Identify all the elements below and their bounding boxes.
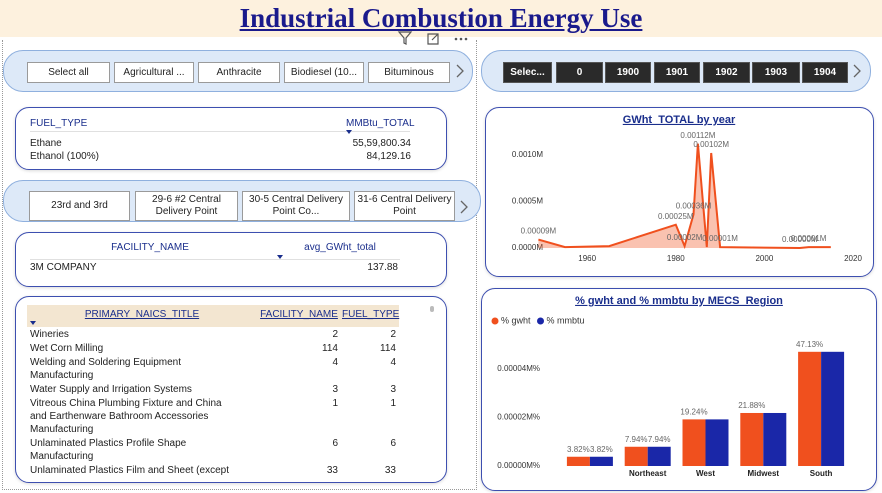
title-bar bbox=[0, 0, 882, 37]
cell: 4 bbox=[390, 357, 396, 368]
cell: 3M COMPANY bbox=[30, 262, 97, 273]
slicer-button[interactable]: 30-5 Central Delivery Point Co... bbox=[242, 191, 350, 221]
cell: 6 bbox=[390, 438, 396, 449]
cell: Welding and Soldering Equipment Manufact… bbox=[30, 357, 182, 381]
cell: Unlaminated Plastics Film and Sheet (exc… bbox=[30, 465, 229, 475]
slicer-button[interactable]: Biodiesel (10... bbox=[284, 62, 364, 83]
cell: 3 bbox=[332, 384, 338, 395]
scroll-right[interactable] bbox=[852, 63, 862, 79]
column-header: FUEL_TYPE bbox=[342, 309, 400, 320]
bar-chart-panel bbox=[481, 288, 877, 491]
column-header: FACILITY_NAME bbox=[260, 309, 338, 320]
slicer-button[interactable]: 29-6 #2 Central Delivery Point bbox=[135, 191, 238, 221]
slicer-button[interactable]: 1903 bbox=[752, 62, 800, 83]
cell: Water Supply and Irrigation Systems bbox=[30, 384, 192, 395]
slicer-button[interactable]: Select all bbox=[27, 62, 110, 83]
table-body: Wineries 2 2 Wet Corn Milling 114 114 Welding … bbox=[28, 328, 400, 475]
slicer-button[interactable]: 1900 bbox=[605, 62, 651, 83]
slicer-button[interactable]: 0 bbox=[556, 62, 603, 83]
cell: Wet Corn Milling bbox=[30, 343, 104, 354]
cell: 55,59,800.34 bbox=[352, 138, 411, 149]
sort-indicator bbox=[30, 321, 36, 325]
slicer-button[interactable]: Anthracite bbox=[198, 62, 280, 83]
cell: 6 bbox=[332, 438, 338, 449]
cell: 2 bbox=[390, 329, 396, 340]
header-line bbox=[30, 259, 400, 260]
column-header: FACILITY_NAME bbox=[111, 242, 189, 253]
cell: Ethanol (100%) bbox=[30, 151, 99, 162]
fuel-table bbox=[15, 107, 447, 170]
slicer-button[interactable]: Selec... bbox=[503, 62, 552, 83]
slicer-button[interactable]: 23rd and 3rd bbox=[29, 191, 130, 221]
slicer-button[interactable]: Bituminous bbox=[368, 62, 450, 83]
cell: 1 bbox=[390, 398, 396, 409]
cell: 137.88 bbox=[367, 262, 398, 273]
column-header: PRIMARY_NAICS_TITLE bbox=[84, 309, 200, 320]
page-frame bbox=[2, 40, 477, 490]
line-chart-panel bbox=[485, 107, 874, 277]
cell: 33 bbox=[384, 465, 396, 475]
slicer-button[interactable]: 31-6 Central Delivery Point bbox=[354, 191, 455, 221]
cell: 84,129.16 bbox=[366, 151, 412, 162]
cell: 3 bbox=[390, 384, 396, 395]
cell: 2 bbox=[332, 329, 338, 340]
cell: Vitreous China Plumbing Fixture and Chin… bbox=[30, 398, 222, 435]
scroll-right[interactable] bbox=[459, 199, 469, 215]
scrollbar-thumb[interactable] bbox=[430, 306, 434, 312]
cell: 114 bbox=[380, 343, 396, 354]
focus-icon[interactable] bbox=[427, 33, 439, 45]
sort-indicator bbox=[277, 255, 283, 259]
visual-header-icons bbox=[397, 31, 468, 45]
slicer-button[interactable]: 1902 bbox=[703, 62, 750, 83]
cell: 4 bbox=[332, 357, 338, 368]
column-header: MMBtu_TOTAL bbox=[346, 118, 415, 129]
naics-table bbox=[15, 296, 447, 483]
slicer-button[interactable]: 1904 bbox=[802, 62, 848, 83]
cell: Unlaminated Plastics Profile Shape Manuf… bbox=[30, 438, 187, 462]
sort-indicator bbox=[346, 130, 352, 134]
cell: Wineries bbox=[30, 329, 69, 340]
cell: 1 bbox=[332, 398, 338, 409]
filter-icon[interactable] bbox=[397, 31, 413, 45]
page-title: Industrial Combustion Energy Use bbox=[239, 3, 643, 33]
cell: 114 bbox=[322, 343, 338, 354]
scroll-right[interactable] bbox=[455, 63, 465, 79]
slicer-button[interactable]: Agricultural ... bbox=[114, 62, 194, 83]
column-header: avg_GWht_total bbox=[304, 242, 376, 253]
sort-line bbox=[30, 131, 410, 132]
column-header: FUEL_TYPE bbox=[30, 118, 88, 129]
more-options-icon[interactable] bbox=[454, 37, 468, 41]
header-bg bbox=[27, 305, 399, 327]
cell: 33 bbox=[326, 465, 338, 475]
slicer-button[interactable]: 1901 bbox=[654, 62, 700, 83]
cell: Ethane bbox=[30, 138, 62, 149]
